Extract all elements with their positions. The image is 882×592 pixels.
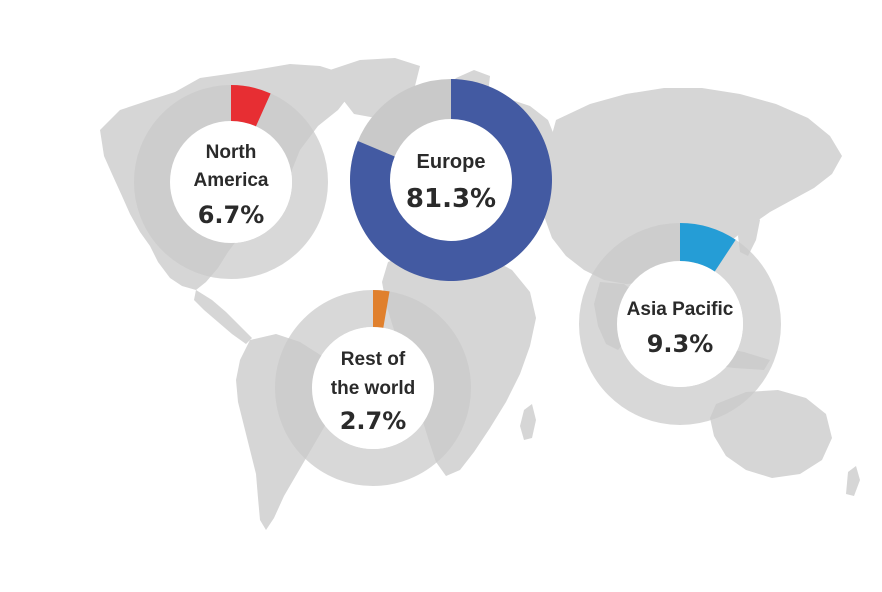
donut-hole-3 — [617, 261, 743, 387]
map-japan — [738, 210, 760, 256]
donut-label-2-line-1: the world — [331, 378, 415, 399]
donut-label-0-line-0: North — [206, 142, 257, 163]
donut-value-label-3: 9.3% — [647, 330, 714, 358]
donut-slice-3 — [680, 223, 736, 272]
donut-0: North America 6.7% — [134, 85, 328, 279]
donut-slice-1 — [350, 79, 553, 281]
donut-value-label-2: 2.7% — [340, 407, 407, 435]
donut-slice-2 — [373, 290, 390, 328]
donut-3: Asia Pacific 9.3% — [579, 223, 781, 425]
donut-1: Europe 81.3% — [350, 79, 553, 281]
map-new-zealand — [846, 466, 860, 496]
donut-label-0-line-1: America — [194, 170, 269, 191]
donut-label-1-line-0: Europe — [417, 151, 486, 173]
donut-slice-0 — [231, 85, 271, 127]
donut-label-2-line-0: Rest of — [341, 349, 406, 370]
donut-layer: North America 6.7% Europe 81.3% Rest of the wo… — [134, 79, 781, 486]
map-asia — [544, 88, 842, 284]
donut-hole-0 — [170, 121, 292, 243]
donut-label-3-line-0: Asia Pacific — [627, 299, 734, 320]
donut-value-label-0: 6.7% — [198, 201, 265, 229]
map-australia — [710, 390, 832, 478]
donut-hole-1 — [390, 119, 512, 241]
donut-2: Rest of the world 2.7% — [275, 290, 471, 486]
map-central-america — [194, 290, 252, 344]
donut-value-label-1: 81.3% — [406, 184, 496, 214]
map-madagascar — [520, 404, 536, 440]
donut-hole-2 — [312, 327, 434, 449]
